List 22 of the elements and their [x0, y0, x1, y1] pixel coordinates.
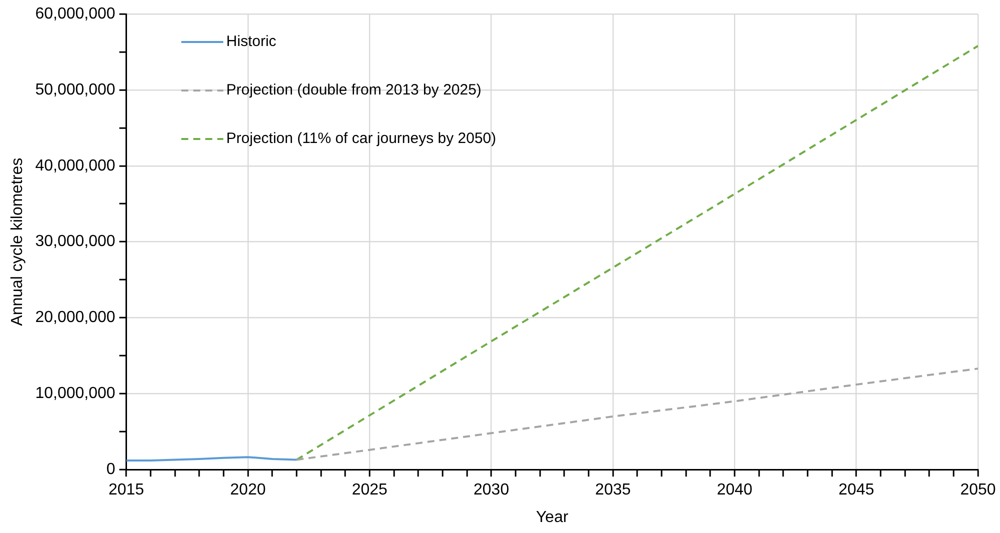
x-tick-label: 2015 — [108, 482, 144, 499]
line-series — [296, 368, 978, 461]
y-tick-label: 60,000,000 — [35, 5, 116, 22]
x-tick-label: 2035 — [595, 482, 631, 499]
legend-label: Projection (double from 2013 by 2025) — [226, 82, 482, 99]
x-tick-label: 2045 — [838, 482, 874, 499]
y-tick-label: 10,000,000 — [35, 385, 116, 402]
x-tick-label: 2030 — [474, 482, 510, 499]
x-axis-title: Year — [536, 508, 569, 526]
y-tick-label: 20,000,000 — [35, 309, 116, 326]
legend-label: Projection (11% of car journeys by 2050) — [226, 130, 496, 148]
x-tick-label: 2050 — [960, 482, 996, 499]
y-tick-label: 0 — [106, 461, 116, 478]
y-tick-label: 50,000,000 — [35, 81, 116, 98]
x-tick-label: 2020 — [230, 482, 266, 499]
legend-label: Historic — [226, 33, 277, 50]
line-series — [296, 44, 978, 461]
x-tick-label: 2025 — [352, 482, 388, 499]
y-tick-label: 30,000,000 — [35, 233, 116, 250]
y-axis-title: Annual cycle kilometres — [9, 158, 26, 326]
x-tick-label: 2040 — [716, 482, 753, 499]
y-tick-label: 40,000,000 — [35, 157, 116, 174]
